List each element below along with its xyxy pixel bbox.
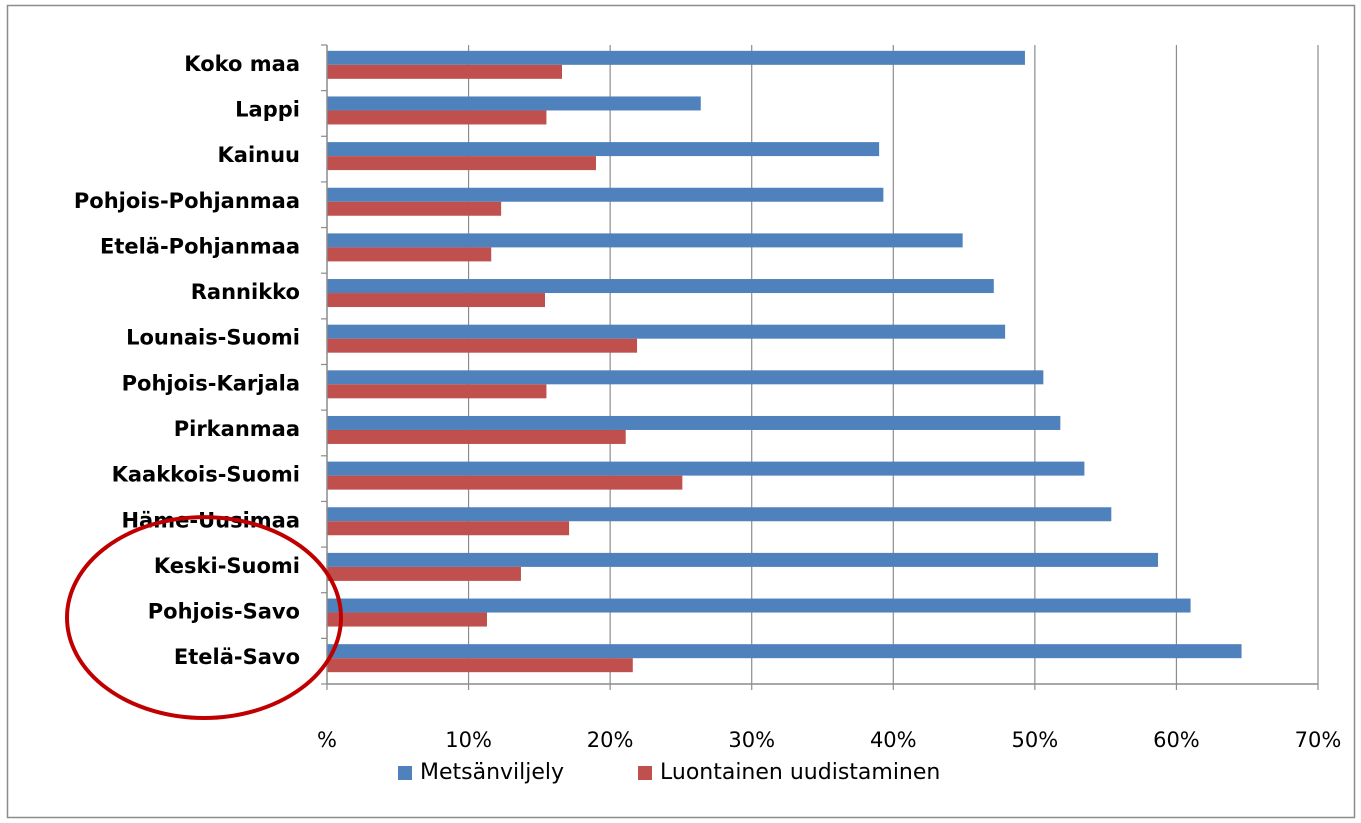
bar-luontainen-uudistaminen-hame-uusimaa	[327, 521, 570, 536]
bar-luontainen-uudistaminen-pohjois-karjala	[327, 384, 547, 399]
bar-metsanviljely-hame-uusimaa	[327, 507, 1112, 522]
category-label-koko-maa: Koko maa	[184, 52, 300, 76]
legend-label-metsanviljely: Metsänviljely	[420, 760, 564, 785]
legend-label-luontainen-uudistaminen: Luontainen uudistaminen	[660, 760, 940, 785]
bar-luontainen-uudistaminen-keski-suomi	[327, 566, 521, 581]
bar-metsanviljely-pirkanmaa	[327, 415, 1061, 430]
category-label-keski-suomi: Keski-Suomi	[154, 554, 300, 578]
category-label-pohjois-savo: Pohjois-Savo	[148, 600, 300, 624]
bar-metsanviljely-pohjois-savo	[327, 598, 1191, 613]
category-labels: Koko maa Lappi Kainuu Pohjois-Pohjanmaa Etel…	[74, 52, 300, 669]
bar-metsanviljely-pohjois-pohjanmaa	[327, 187, 884, 202]
category-label-etela-pohjanmaa: Etelä-Pohjanmaa	[100, 234, 300, 258]
bar-metsanviljely-keski-suomi	[327, 552, 1159, 567]
bar-metsanviljely-kainuu	[327, 142, 880, 157]
bars	[327, 50, 1242, 673]
bar-luontainen-uudistaminen-rannikko	[327, 293, 546, 308]
bar-metsanviljely-lounais-suomi	[327, 324, 1006, 339]
bar-luontainen-uudistaminen-etela-pohjanmaa	[327, 247, 492, 262]
bar-luontainen-uudistaminen-etela-savo	[327, 658, 633, 673]
bar-luontainen-uudistaminen-pohjois-savo	[327, 612, 487, 627]
x-tick-label-60: 60%	[1153, 728, 1200, 752]
bar-metsanviljely-koko-maa	[327, 50, 1025, 65]
x-tick-label-10: 10%	[445, 728, 492, 752]
x-tick-label-20: 20%	[587, 728, 634, 752]
bar-metsanviljely-etela-pohjanmaa	[327, 233, 963, 248]
category-label-etela-savo: Etelä-Savo	[174, 645, 300, 669]
x-tick-label-50: 50%	[1012, 728, 1059, 752]
category-label-lounais-suomi: Lounais-Suomi	[126, 326, 300, 350]
chart-area-border	[6, 4, 1356, 819]
bar-luontainen-uudistaminen-kainuu	[327, 156, 596, 171]
category-label-pohjois-pohjanmaa: Pohjois-Pohjanmaa	[74, 189, 300, 213]
bar-luontainen-uudistaminen-pirkanmaa	[327, 429, 626, 444]
bar-luontainen-uudistaminen-pohjois-pohjanmaa	[327, 201, 502, 216]
x-tick-labels: % 10% 20% 30% 40% 50% 60% 70%	[317, 728, 1341, 752]
x-tick-label-0: %	[317, 728, 337, 752]
bar-luontainen-uudistaminen-koko-maa	[327, 64, 563, 79]
category-label-pirkanmaa: Pirkanmaa	[174, 417, 300, 441]
bar-metsanviljely-lappi	[327, 96, 701, 111]
x-tick-label-30: 30%	[728, 728, 775, 752]
category-label-pohjois-karjala: Pohjois-Karjala	[122, 371, 300, 395]
category-label-kainuu: Kainuu	[218, 143, 301, 167]
axes	[321, 44, 1319, 690]
legend: Metsänviljely Luontainen uudistaminen	[398, 760, 940, 785]
category-label-lappi: Lappi	[235, 97, 300, 121]
category-label-rannikko: Rannikko	[191, 280, 300, 304]
bar-metsanviljely-pohjois-karjala	[327, 370, 1044, 385]
legend-swatch-luontainen-uudistaminen	[638, 766, 652, 780]
legend-swatch-metsanviljely	[398, 766, 412, 780]
highlight-ellipse	[65, 515, 343, 720]
category-label-kaakkois-suomi: Kaakkois-Suomi	[112, 463, 300, 487]
bar-luontainen-uudistaminen-kaakkois-suomi	[327, 475, 683, 490]
bar-luontainen-uudistaminen-lappi	[327, 110, 547, 125]
x-tick-label-70: 70%	[1295, 728, 1342, 752]
bar-metsanviljely-rannikko	[327, 279, 994, 294]
bar-luontainen-uudistaminen-lounais-suomi	[327, 338, 638, 353]
bar-metsanviljely-etela-savo	[327, 644, 1242, 659]
bar-metsanviljely-kaakkois-suomi	[327, 461, 1085, 476]
annotation	[65, 515, 343, 720]
x-tick-label-40: 40%	[870, 728, 917, 752]
